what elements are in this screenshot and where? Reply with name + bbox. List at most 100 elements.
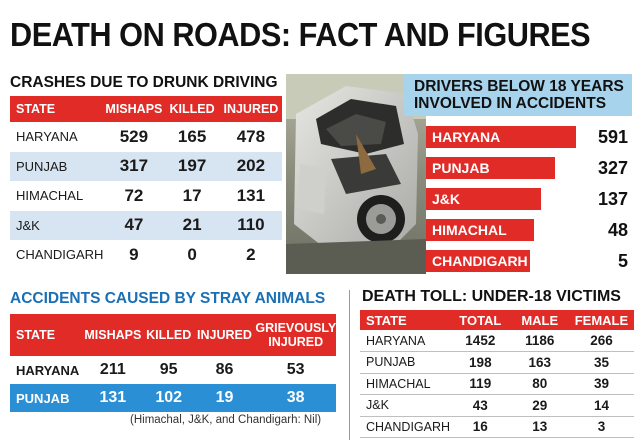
column-header-state: STATE (360, 310, 451, 330)
stray-animals-note: (Himachal, J&K, and Chandigarh: Nil) (130, 414, 322, 426)
bar-value: 591 (597, 127, 628, 147)
state-cell: J&K (360, 394, 451, 417)
column-header-total: TOTAL (450, 310, 511, 330)
state-cell: HARYANA (16, 129, 78, 145)
state-cell: CHANDIGARH (16, 247, 104, 263)
grievously-injured-cell: 53 (286, 361, 305, 378)
column-header-killed: KILLED (164, 96, 220, 122)
bar-label: HARYANA (432, 129, 501, 145)
bar-row: PUNJAB 327 (426, 157, 628, 179)
mishaps-cell: 317 (103, 151, 165, 181)
column-header-killed: KILLED (143, 314, 194, 356)
male-cell: 163 (510, 351, 569, 374)
column-header-state: STATE (10, 314, 82, 356)
bar-row: HIMACHAL 48 (426, 219, 628, 241)
state-cell: HIMACHAL (360, 373, 451, 395)
table-row: HIMACHAL 72 17 131 (10, 181, 282, 211)
column-header-injured: INJURED (193, 314, 256, 356)
state-cell: HARYANA (360, 330, 451, 352)
stray-animals-title: ACCIDENTS CAUSED BY STRAY ANIMALS (10, 290, 326, 307)
killed-cell: 95 (159, 361, 178, 378)
table-row: HIMACHAL 119 80 39 (360, 373, 634, 395)
bar: J&K (426, 188, 541, 210)
stray-animals-table: STATE MISHAPS KILLED INJURED GRIEVOUSLY … (10, 314, 336, 412)
under18-drivers-title: DRIVERS BELOW 18 YEARS INVOLVED IN ACCID… (414, 78, 624, 112)
column-header-mishaps: MISHAPS (81, 314, 144, 356)
state-cell: HIMACHAL (16, 188, 84, 204)
male-cell: 80 (510, 373, 569, 395)
bar-label: J&K (432, 191, 461, 207)
bar-value: 5 (617, 251, 628, 271)
state-cell: J&K (10, 210, 104, 240)
under18-drivers-title-box (404, 74, 632, 116)
mishaps-cell: 47 (103, 210, 165, 240)
table-row: CHANDIGARH 9 0 2 (10, 240, 282, 270)
mishaps-cell: 529 (119, 126, 149, 146)
bar: CHANDIGARH (426, 250, 530, 272)
mishaps-cell: 131 (81, 384, 144, 412)
total-cell: 119 (450, 373, 511, 395)
bar-label: HIMACHAL (432, 222, 507, 238)
female-cell: 14 (568, 394, 634, 417)
killed-cell: 197 (164, 151, 220, 181)
bar-label: PUNJAB (432, 160, 490, 176)
page-title: DEATH ON ROADS: FACT AND FIGURES (10, 16, 591, 53)
killed-cell: 0 (187, 244, 197, 264)
bar-value: 137 (597, 189, 628, 209)
total-cell: 198 (450, 351, 511, 374)
injured-cell: 131 (236, 185, 266, 205)
bar-value: 327 (597, 158, 628, 178)
killed-cell: 102 (143, 384, 194, 412)
female-cell: 35 (568, 351, 634, 374)
column-header-injured: INJURED (219, 96, 282, 122)
injured-cell: 86 (215, 361, 234, 378)
total-cell: 16 (450, 416, 511, 438)
bar: PUNJAB (426, 157, 555, 179)
state-cell: PUNJAB (10, 384, 82, 412)
column-header-state: STATE (10, 96, 104, 122)
injured-cell: 110 (219, 210, 282, 240)
bar-row: J&K 137 (426, 188, 628, 210)
table-row: PUNJAB 317 197 202 (10, 151, 282, 181)
bar-row: HARYANA 591 (426, 126, 628, 148)
column-header-male: MALE (510, 310, 569, 330)
injured-cell: 19 (193, 384, 256, 412)
table-row: HARYANA 1452 1186 266 (360, 330, 634, 352)
bar: HARYANA (426, 126, 576, 148)
total-cell: 1452 (450, 330, 511, 352)
column-header-female: FEMALE (568, 310, 634, 330)
death-toll-title: DEATH TOLL: UNDER-18 VICTIMS (362, 288, 621, 305)
mishaps-cell: 211 (99, 361, 126, 378)
bar: HIMACHAL (426, 219, 534, 241)
table-row: CHANDIGARH 16 13 3 (360, 416, 634, 438)
male-cell: 13 (510, 416, 569, 438)
killed-cell: 21 (164, 210, 220, 240)
state-cell: CHANDIGARH (360, 416, 451, 438)
bar-row: CHANDIGARH 5 (426, 250, 628, 272)
female-cell: 266 (568, 330, 634, 352)
table-row: PUNJAB 198 163 35 (360, 351, 634, 374)
male-cell: 1186 (510, 330, 569, 352)
state-cell: HARYANA (16, 362, 80, 378)
section-divider (349, 290, 350, 440)
wrecked-car-photo (286, 74, 426, 274)
state-cell: PUNJAB (10, 151, 104, 181)
table-row: J&K 43 29 14 (360, 394, 634, 417)
female-cell: 39 (568, 373, 634, 395)
bar-value: 48 (607, 220, 628, 240)
bar-label: CHANDIGARH (432, 253, 528, 269)
killed-cell: 165 (177, 126, 207, 146)
death-toll-table: STATE TOTAL MALE FEMALE HARYANA 1452 118… (360, 310, 634, 438)
total-cell: 43 (450, 394, 511, 417)
mishaps-cell: 72 (124, 185, 144, 205)
table-row: HARYANA 211 95 86 53 (10, 356, 336, 384)
female-cell: 3 (568, 416, 634, 438)
male-cell: 29 (510, 394, 569, 417)
injured-cell: 202 (219, 151, 282, 181)
mishaps-cell: 9 (129, 244, 139, 264)
table-row: PUNJAB 131 102 19 38 (10, 384, 336, 412)
grievously-injured-cell: 38 (255, 384, 336, 412)
drunk-driving-title: CRASHES DUE TO DRUNK DRIVING (10, 74, 278, 91)
wrecked-car-image (286, 74, 426, 274)
column-header-grievously-injured: GRIEVOUSLY INJURED (255, 314, 336, 356)
